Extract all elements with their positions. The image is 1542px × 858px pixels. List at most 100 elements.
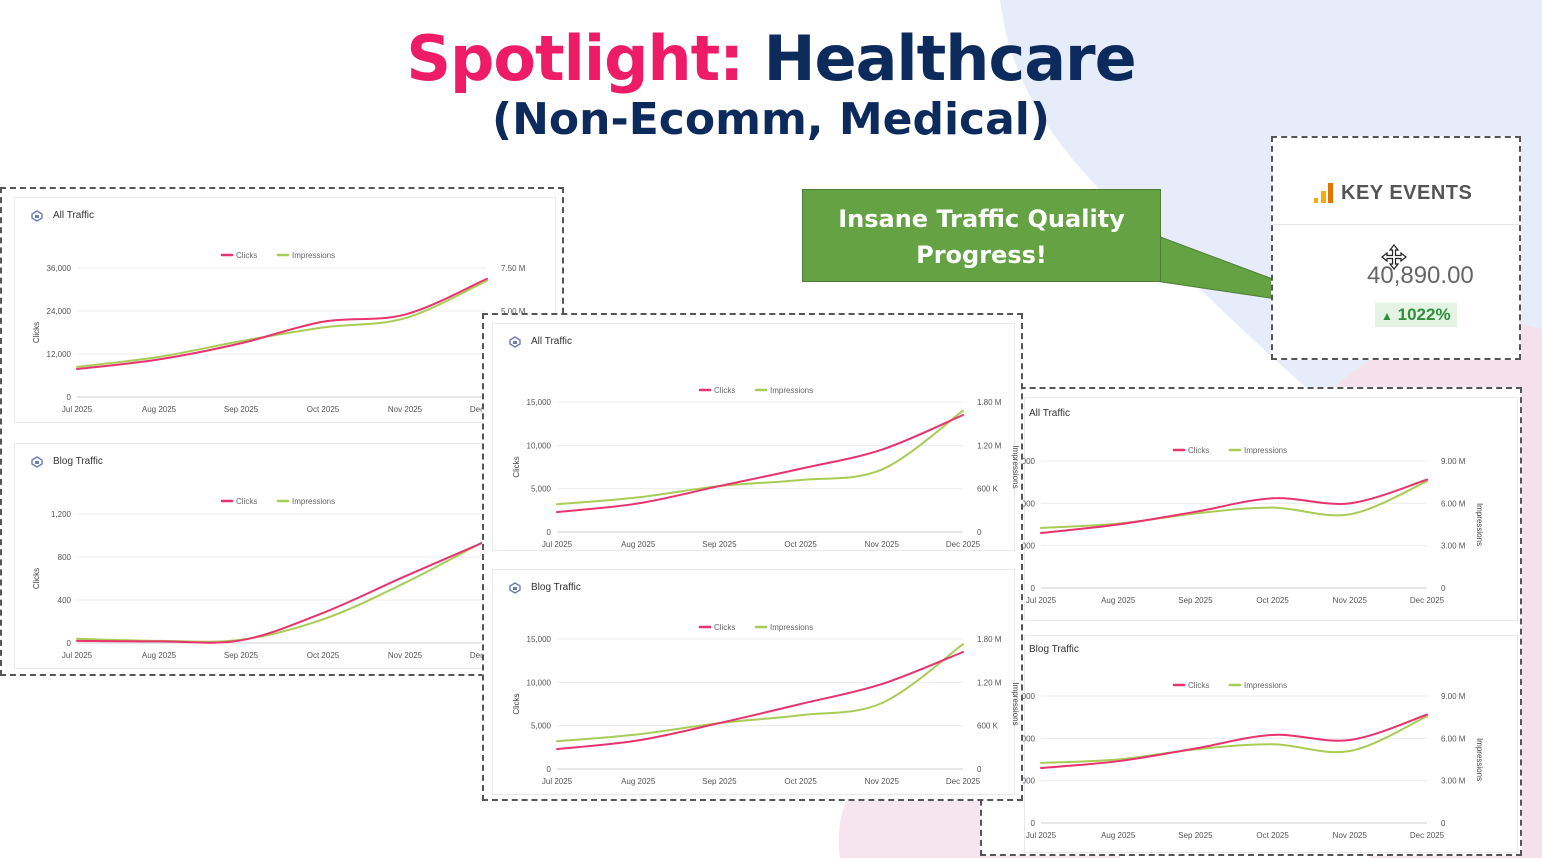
line-chart: 0 12,000 24,000 36,000 5.00 M 7.50 M Jul 2025 A… bbox=[32, 251, 526, 414]
x-tick-label: Nov 2025 bbox=[388, 651, 423, 660]
key-events-title: KEY EVENTS bbox=[1341, 182, 1473, 204]
legend-label-impressions: Impressions bbox=[1244, 446, 1287, 455]
y-tick-label: 800 bbox=[58, 553, 72, 562]
x-tick-label: Nov 2025 bbox=[1333, 596, 1368, 605]
analytics-bars-icon bbox=[1314, 183, 1333, 203]
key-events-change: 1022% bbox=[1397, 305, 1451, 324]
line-chart: 0 5,000 10,000 15,000 0 3.00 M 6.00 M 9.00 M Jul… bbox=[1011, 681, 1484, 840]
series-line-clicks bbox=[1040, 713, 1428, 769]
y-tick-label: 5,000 bbox=[531, 722, 552, 731]
legend-label-impressions: Impressions bbox=[770, 623, 813, 632]
y2-tick-label: 600 K bbox=[977, 485, 999, 494]
x-tick-label: Sep 2025 bbox=[224, 405, 259, 414]
y2-tick-label: 1.20 M bbox=[977, 441, 1002, 450]
x-tick-label: Oct 2025 bbox=[1256, 831, 1289, 840]
x-tick-label: Sep 2025 bbox=[702, 540, 737, 549]
y2-tick-label: 3.00 M bbox=[1441, 542, 1466, 551]
y-tick-label: 0 bbox=[67, 639, 72, 648]
x-tick-label: Dec 2025 bbox=[1410, 596, 1445, 605]
x-tick-label: Aug 2025 bbox=[621, 540, 656, 549]
y2-tick-label: 6.00 M bbox=[1441, 734, 1466, 743]
y-tick-label: 0 bbox=[67, 393, 72, 402]
chart-card-blog-traffic-right: Blog Traffic 0 5,000 10,000 15,000 0 3.00 M 6.… bbox=[1011, 635, 1518, 853]
x-tick-label: Nov 2025 bbox=[865, 777, 900, 786]
chart-card-blog-traffic-middle: Blog Traffic 0 5,000 10,000 15,000 0 600 K 1.2… bbox=[492, 569, 1020, 795]
series-line-clicks bbox=[76, 277, 488, 371]
legend-label-clicks: Clicks bbox=[1188, 446, 1209, 455]
line-chart: 0 5,000 10,000 15,000 0 3.00 M 6.00 M 9.00 M Jul… bbox=[1011, 446, 1484, 605]
key-events-change-badge: ▲ 1022% bbox=[1375, 303, 1457, 327]
y-tick-label: 0 bbox=[547, 528, 552, 537]
x-tick-label: Aug 2025 bbox=[621, 777, 656, 786]
y2-tick-label: 7.50 M bbox=[501, 264, 526, 273]
legend-label-impressions: Impressions bbox=[292, 497, 335, 506]
x-tick-label: Sep 2025 bbox=[702, 777, 737, 786]
x-tick-label: Dec 2025 bbox=[1410, 831, 1445, 840]
y-axis-label: Clicks bbox=[512, 456, 521, 477]
y-tick-label: 15,000 bbox=[1011, 457, 1036, 466]
y-tick-label: 15,000 bbox=[1011, 692, 1036, 701]
series-line-impressions bbox=[1040, 480, 1428, 529]
chart-panel-middle: All Traffic 0 5,000 10,000 15,000 0 600 K 1.20… bbox=[482, 313, 1023, 801]
callout-line1: Insane Traffic Quality bbox=[838, 205, 1125, 233]
y-tick-label: 10,000 bbox=[527, 441, 552, 450]
y-tick-label: 36,000 bbox=[47, 264, 72, 273]
gsc-icon bbox=[31, 210, 43, 222]
y-tick-label: 24,000 bbox=[47, 307, 72, 316]
key-events-divider bbox=[1273, 224, 1519, 225]
series-line-impressions bbox=[556, 409, 964, 506]
move-cursor-icon bbox=[1381, 244, 1407, 270]
legend-label-clicks: Clicks bbox=[236, 497, 257, 506]
chart-title: All Traffic bbox=[531, 336, 572, 347]
y2-tick-label: 9.00 M bbox=[1441, 692, 1466, 701]
line-chart: 0 400 800 1,200 Jul 2025 Aug 2025 Sep 2025 Oct … bbox=[32, 497, 505, 660]
y2-tick-label: 6.00 M bbox=[1441, 499, 1466, 508]
y-tick-label: 15,000 bbox=[527, 398, 552, 407]
key-events-panel: KEY EVENTS 40,890.00 ▲ 1022% bbox=[1271, 136, 1521, 360]
x-tick-label: Sep 2025 bbox=[1178, 596, 1213, 605]
chart-card-blog-traffic-left: Blog Traffic 0 400 800 1,200 Jul 2025 Aug 202… bbox=[14, 443, 556, 669]
y-tick-label: 0 bbox=[547, 765, 552, 774]
key-events-value: 40,890.00 bbox=[1367, 262, 1474, 289]
x-tick-label: Oct 2025 bbox=[784, 540, 817, 549]
chart-title: All Traffic bbox=[1029, 408, 1070, 419]
up-arrow-icon: ▲ bbox=[1381, 309, 1393, 323]
y2-tick-label: 1.80 M bbox=[977, 398, 1002, 407]
callout-box: Insane Traffic Quality Progress! bbox=[802, 189, 1161, 282]
y2-tick-label: 9.00 M bbox=[1441, 457, 1466, 466]
title-accent: Spotlight: bbox=[406, 22, 744, 95]
y2-tick-label: 0 bbox=[977, 528, 982, 537]
x-tick-label: Aug 2025 bbox=[142, 651, 177, 660]
x-tick-label: Nov 2025 bbox=[1333, 831, 1368, 840]
legend-label-clicks: Clicks bbox=[1188, 681, 1209, 690]
x-tick-label: Jul 2025 bbox=[62, 651, 93, 660]
x-tick-label: Oct 2025 bbox=[307, 651, 340, 660]
y2-axis-label: Impressions bbox=[1475, 503, 1484, 546]
chart-card-all-traffic-middle: All Traffic 0 5,000 10,000 15,000 0 600 K 1.20… bbox=[492, 323, 1020, 551]
x-tick-label: Oct 2025 bbox=[1256, 596, 1289, 605]
y-tick-label: 0 bbox=[1031, 584, 1036, 593]
series-line-impressions bbox=[76, 279, 488, 368]
chart-card-all-traffic-left: All Traffic 0 12,000 24,000 36,000 5.00 M 7.5… bbox=[14, 197, 556, 423]
y2-tick-label: 0 bbox=[977, 765, 982, 774]
x-tick-label: Aug 2025 bbox=[142, 405, 177, 414]
y2-tick-label: 1.80 M bbox=[977, 635, 1002, 644]
y2-axis-label: Impressions bbox=[1475, 738, 1484, 781]
y2-tick-label: 3.00 M bbox=[1441, 777, 1466, 786]
y2-tick-label: 0 bbox=[1441, 819, 1446, 828]
y2-tick-label: 600 K bbox=[977, 722, 999, 731]
series-line-clicks bbox=[1040, 478, 1428, 534]
slide-subtitle: (Non-Ecomm, Medical) bbox=[491, 94, 1050, 145]
legend-label-clicks: Clicks bbox=[714, 386, 735, 395]
chart-panel-left: All Traffic 0 12,000 24,000 36,000 5.00 M 7.5… bbox=[0, 187, 564, 676]
y2-axis-label: Impressions bbox=[1011, 682, 1020, 725]
series-line-impressions bbox=[1040, 715, 1428, 764]
x-tick-label: Oct 2025 bbox=[307, 405, 340, 414]
x-tick-label: Jul 2025 bbox=[542, 777, 573, 786]
x-tick-label: Oct 2025 bbox=[784, 777, 817, 786]
chart-panel-right: All Traffic 0 5,000 10,000 15,000 0 3.00 M 6.0… bbox=[980, 387, 1522, 856]
x-tick-label: Sep 2025 bbox=[224, 651, 259, 660]
y-tick-label: 1,200 bbox=[51, 510, 72, 519]
x-tick-label: Aug 2025 bbox=[1101, 596, 1136, 605]
y-tick-label: 5,000 bbox=[531, 485, 552, 494]
